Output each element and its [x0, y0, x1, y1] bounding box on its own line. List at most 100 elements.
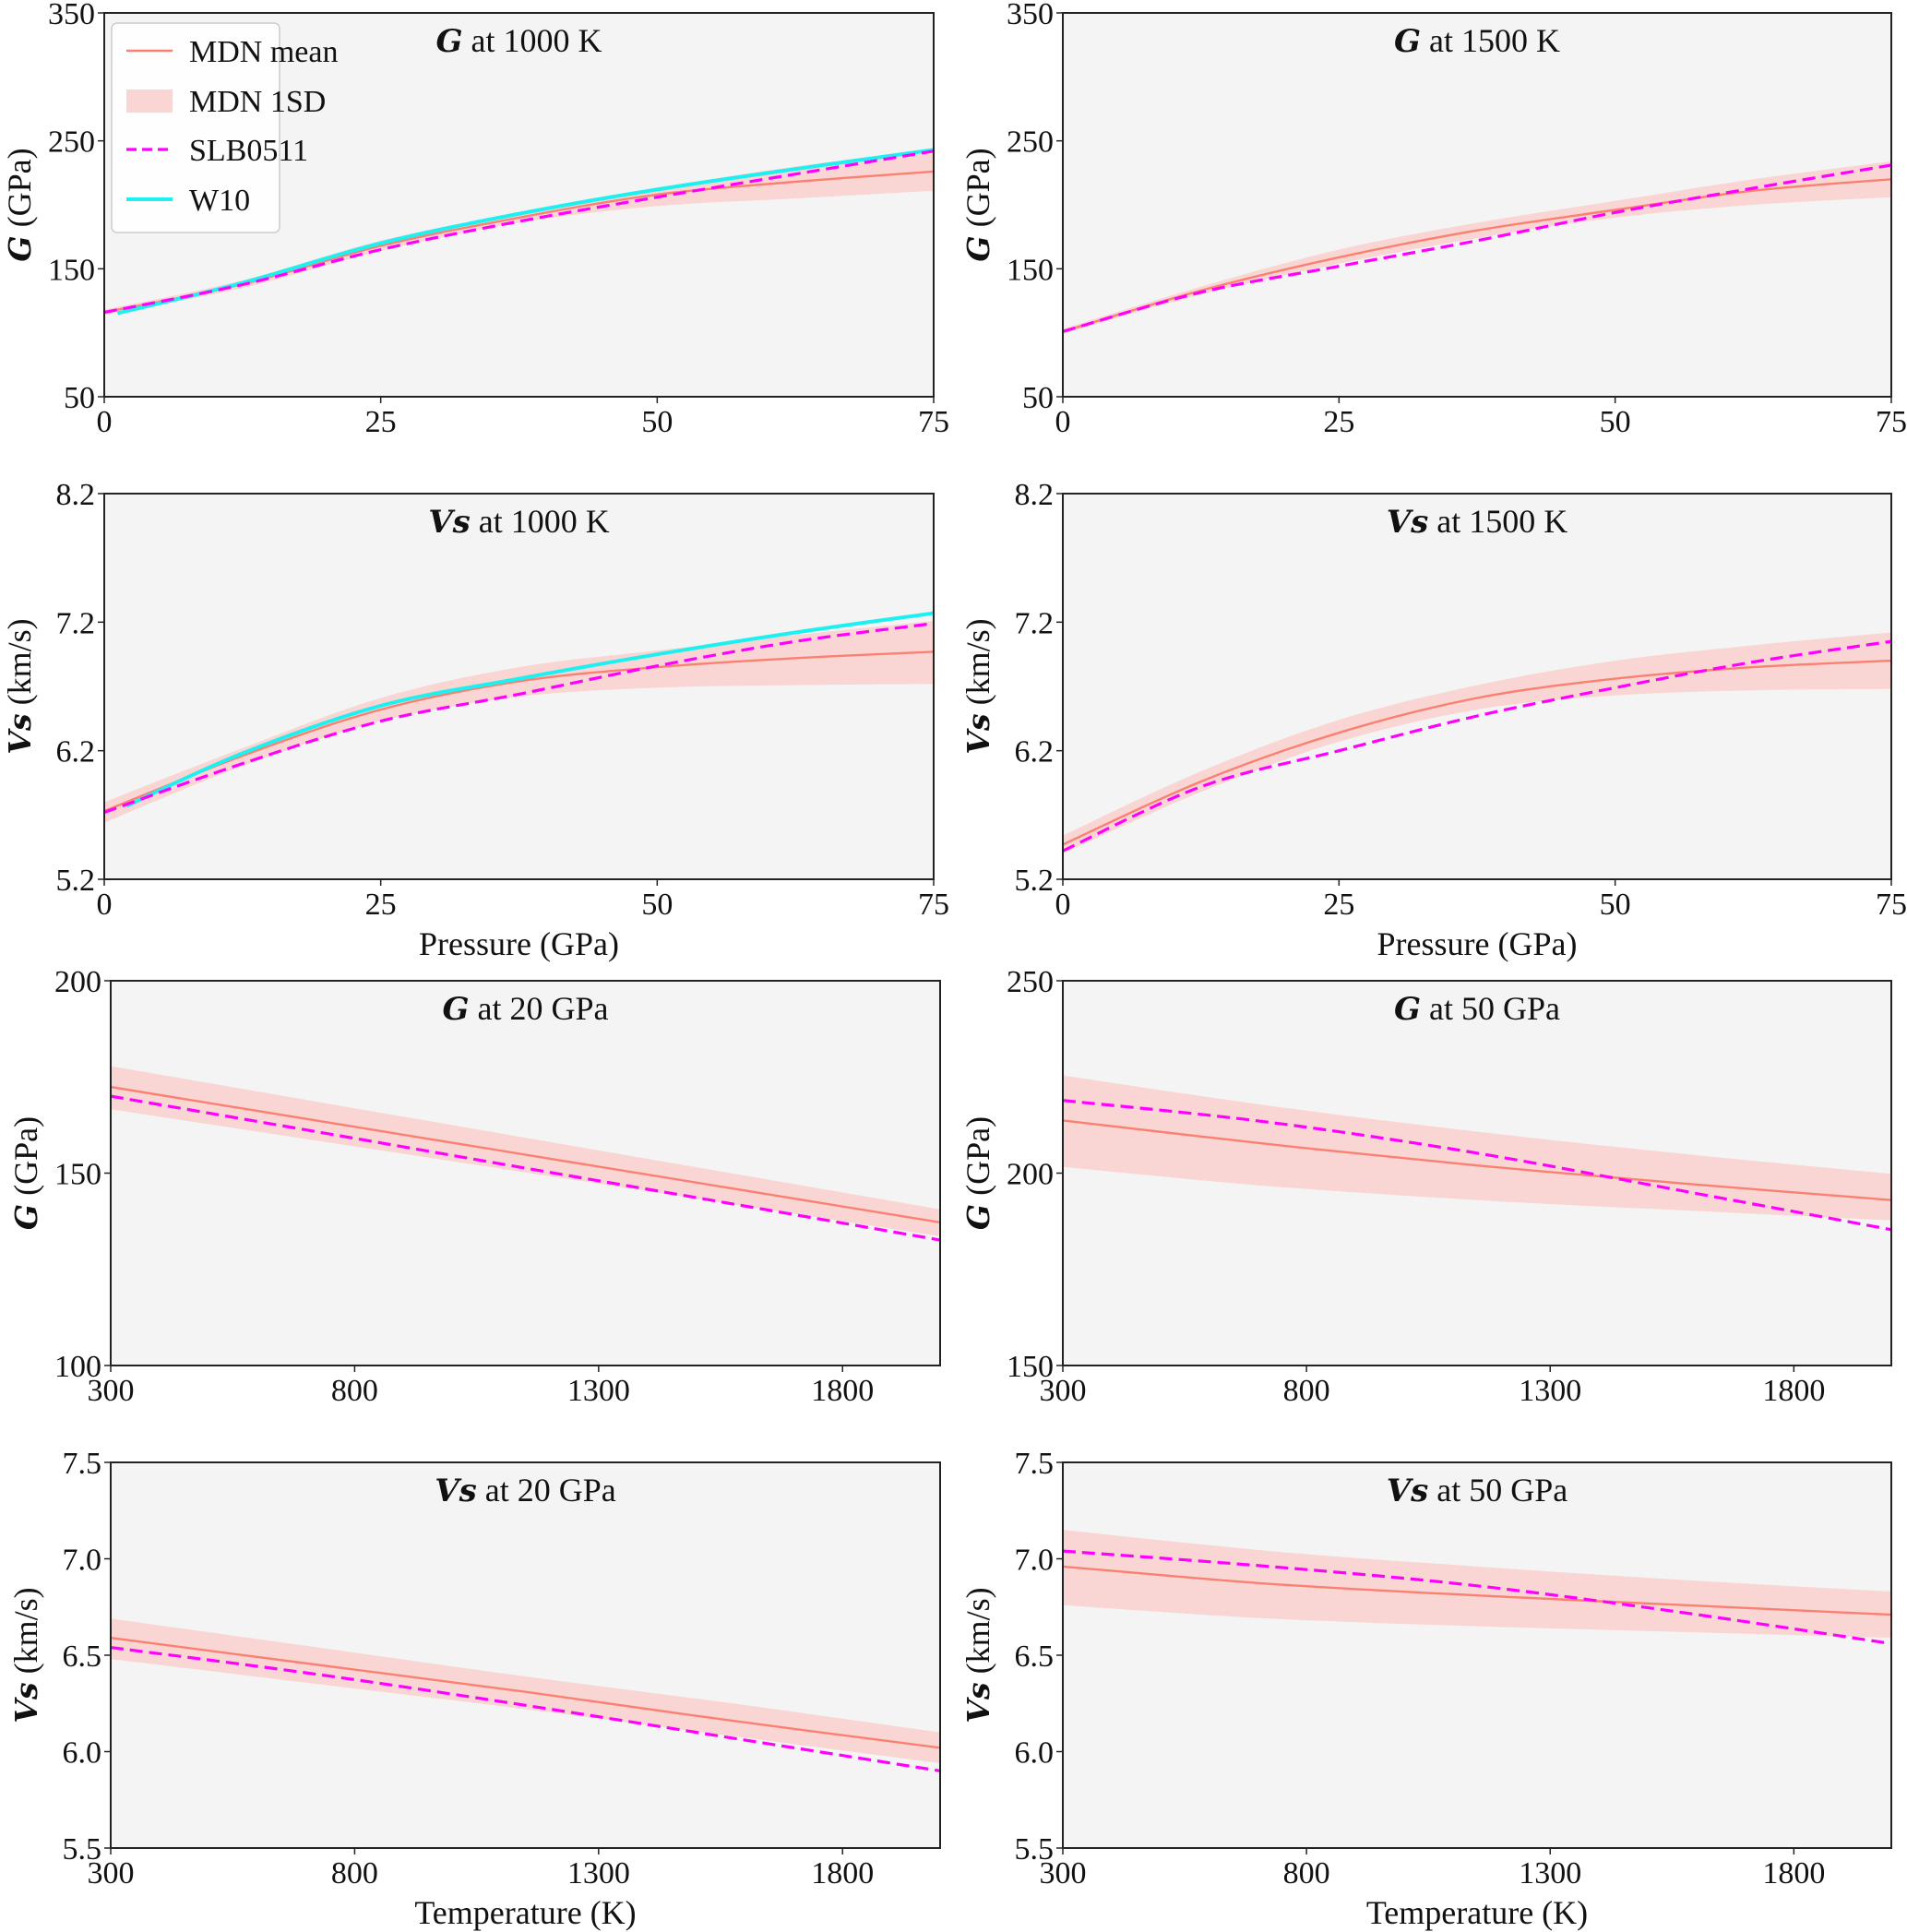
x-tick-label: 1300: [1519, 1856, 1581, 1890]
y-tick-label: 200: [1007, 1158, 1054, 1192]
slb0511-line: [104, 622, 934, 815]
slb0511-line: [104, 149, 934, 315]
y-tick-label: 7.0: [1015, 1544, 1055, 1578]
subplot-7: 300 800 1300 1800 5.5 6.0 6.5 7.0 7.5 Vs at 20 GP…: [7, 1447, 941, 1931]
y-tick-label: 150: [1007, 1350, 1054, 1384]
y-tick-label: 7.2: [56, 606, 96, 640]
y-tick-label: 6.0: [63, 1736, 102, 1771]
y-tick-label: 7.5: [63, 1447, 102, 1481]
legend-label: MDN mean: [189, 35, 338, 69]
mdn-1sd-band: [1063, 161, 1891, 335]
subplot-title: Vs at 20 GPa: [435, 1472, 616, 1509]
y-axis-symbol: G: [960, 235, 996, 261]
title-rest: at 50 GPa: [1428, 1472, 1567, 1509]
y-axis-label: G (GPa): [1, 148, 38, 261]
x-tick-label: 300: [1040, 1856, 1087, 1890]
slb0511-line: [1063, 639, 1891, 853]
legend-item: W10: [126, 184, 250, 218]
mdn-1sd-band: [1063, 632, 1891, 854]
axes-background: [1063, 1462, 1891, 1848]
title-rest: at 50 GPa: [1421, 990, 1560, 1027]
y-tick-label: 250: [1007, 965, 1054, 999]
x-tick-label: 50: [1600, 888, 1631, 922]
y-axis-symbol: G: [2, 235, 38, 261]
x-axis-label: Temperature (K): [1366, 1894, 1588, 1931]
title-symbol: G: [1394, 23, 1421, 60]
y-tick-label: 50: [1022, 381, 1054, 415]
x-tick-label: 0: [1055, 405, 1071, 439]
mdn-mean-line: [1063, 178, 1891, 333]
x-axis-label: Pressure (GPa): [1377, 925, 1578, 962]
y-axis-label: Vs (km/s): [7, 1587, 44, 1723]
y-tick-label: 6.5: [1015, 1640, 1055, 1674]
y-axis-label: Vs (km/s): [959, 1587, 996, 1723]
x-tick-label: 25: [1323, 405, 1354, 439]
y-axis-symbol: Vs: [2, 713, 38, 754]
y-tick-label: 5.5: [63, 1832, 102, 1866]
x-tick-label: 800: [1283, 1856, 1330, 1890]
y-axis-symbol: Vs: [960, 713, 996, 754]
y-tick-label: 350: [1007, 0, 1054, 31]
y-tick-label: 5.2: [1015, 864, 1055, 898]
axes-frame: [103, 12, 935, 398]
y-tick-label: 7.5: [1015, 1447, 1055, 1481]
mdn-mean-line: [111, 1085, 940, 1224]
y-tick-label: 6.0: [1015, 1736, 1055, 1771]
slb0511-line: [1063, 163, 1891, 333]
subplot-8: 300 800 1300 1800 5.5 6.0 6.5 7.0 7.5 Vs at 50 GP…: [959, 1447, 1892, 1931]
y-axis-symbol: Vs: [960, 1682, 996, 1723]
legend-box: [111, 22, 280, 233]
plot-area: [104, 611, 934, 823]
y-tick-label: 8.2: [1015, 478, 1055, 512]
title-rest: at 1000 K: [471, 503, 610, 540]
subplot-4: 0 25 50 755.26.27.28.2Vs at 1500 KVs (km/s)…: [959, 478, 1907, 962]
axes-frame: [103, 493, 935, 880]
y-axis-unit: (km/s): [1, 618, 38, 713]
x-tick-label: 75: [1876, 405, 1907, 439]
title-rest: at 20 GPa: [470, 990, 609, 1027]
y-tick-label: 100: [54, 1350, 101, 1384]
mdn-mean-line: [1063, 1119, 1891, 1201]
y-axis-unit: (GPa): [7, 1116, 44, 1204]
x-tick-label: 75: [918, 405, 949, 439]
y-axis-label: G (GPa): [7, 1116, 44, 1230]
subplot-title: Vs at 50 GPa: [1387, 1472, 1568, 1509]
subplot-title: G at 20 GPa: [442, 990, 608, 1028]
y-tick-label: 6.2: [56, 735, 96, 769]
y-tick-label: 250: [48, 125, 95, 160]
plot-area: [104, 148, 934, 316]
slb0511-line: [1063, 1099, 1891, 1232]
y-tick-label: 200: [54, 965, 101, 999]
y-tick-label: 50: [64, 381, 95, 415]
legend-item: MDN 1SD: [126, 85, 326, 119]
title-symbol: Vs: [1387, 504, 1429, 541]
title-rest: at 20 GPa: [477, 1472, 616, 1509]
y-axis-unit: (GPa): [1, 148, 38, 235]
y-axis-unit: (GPa): [959, 148, 996, 235]
x-tick-label: 800: [1283, 1374, 1330, 1408]
y-axis-symbol: G: [8, 1204, 44, 1230]
x-tick-label: 25: [1323, 888, 1354, 922]
w10-line: [116, 148, 934, 316]
subplot-3: 0 25 50 755.26.27.28.2Vs at 1000 KVs (km/s)…: [1, 478, 949, 962]
subplot-title: Vs at 1500 K: [1387, 503, 1568, 541]
x-tick-label: 1800: [811, 1856, 874, 1890]
y-tick-label: 150: [48, 253, 95, 287]
title-symbol: G: [1394, 991, 1421, 1028]
x-tick-label: 1300: [567, 1856, 630, 1890]
y-tick-label: 7.0: [63, 1544, 102, 1578]
mdn-mean-line: [1063, 659, 1891, 846]
subplot-title: Vs at 1000 K: [428, 503, 610, 541]
plot-area: [1063, 1075, 1891, 1232]
legend-swatch-band: [126, 89, 173, 113]
mdn-mean-line: [104, 650, 934, 813]
x-tick-label: 50: [1600, 405, 1631, 439]
y-tick-label: 8.2: [56, 478, 96, 512]
x-tick-label: 1800: [811, 1374, 874, 1408]
x-tick-label: 1800: [1762, 1856, 1825, 1890]
title-rest: at 1500 K: [1428, 503, 1567, 540]
title-symbol: Vs: [428, 504, 471, 541]
